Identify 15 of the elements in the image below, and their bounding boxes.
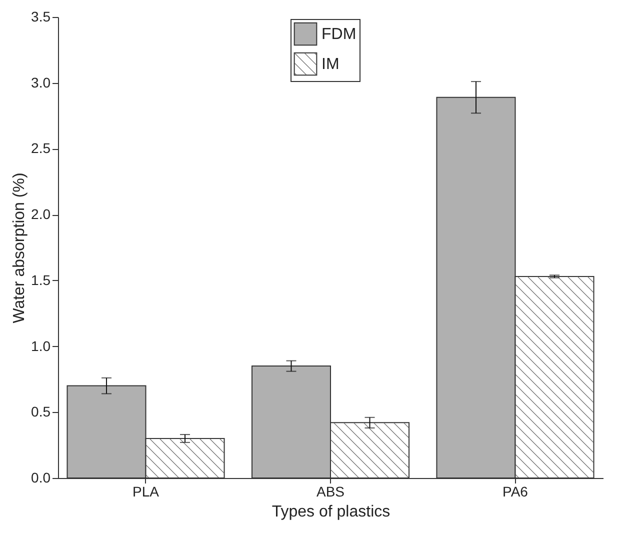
- y-tick-label: 2.0: [31, 206, 51, 222]
- y-tick-label: 3.0: [31, 74, 51, 90]
- y-tick-label: 2.5: [31, 140, 51, 156]
- x-tick-label: PA6: [502, 484, 528, 500]
- x-tick-label: ABS: [316, 484, 345, 500]
- y-tick-label: 0.5: [31, 404, 51, 420]
- y-tick-label: 1.5: [31, 272, 51, 288]
- y-tick-label: 3.5: [31, 8, 51, 24]
- x-tick-label: PLA: [132, 484, 160, 500]
- y-tick-label: 0.0: [31, 470, 51, 486]
- x-axis-title: Types of plastics: [272, 504, 390, 520]
- y-axis-title: Water absorption (%): [11, 172, 28, 324]
- legend-label: FDM: [322, 26, 356, 43]
- legend-label: IM: [322, 56, 340, 73]
- y-tick-label: 1.0: [31, 338, 51, 354]
